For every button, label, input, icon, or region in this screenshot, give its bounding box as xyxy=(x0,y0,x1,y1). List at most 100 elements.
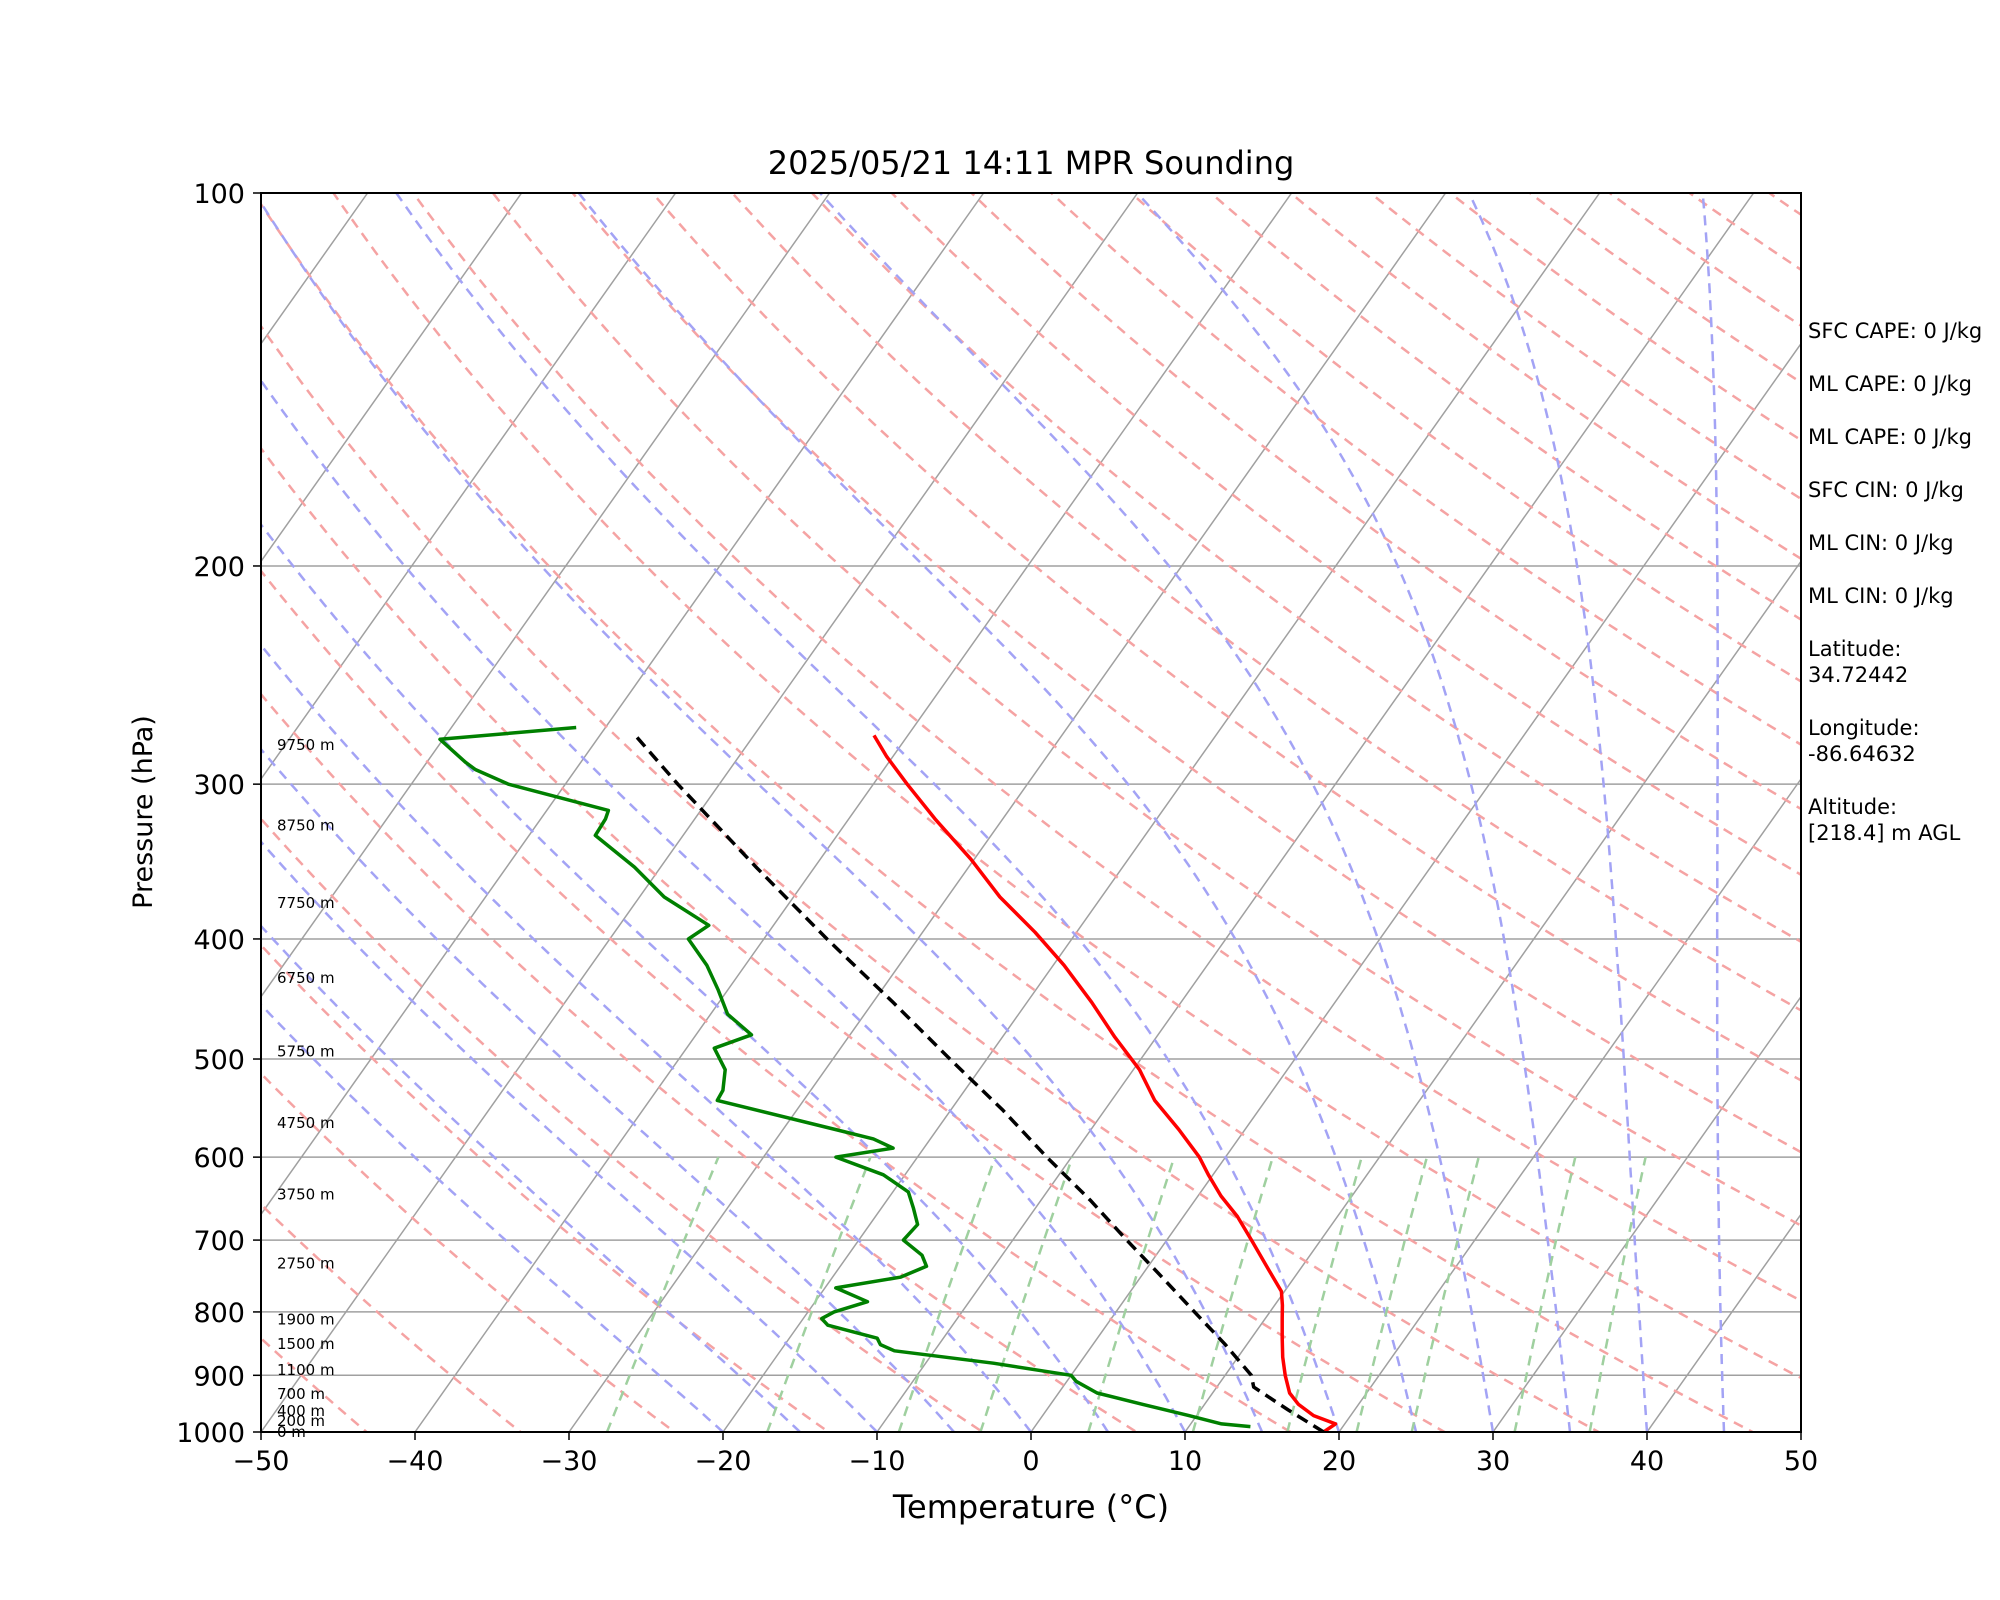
isotherm-line xyxy=(261,193,523,563)
sounding-info-panel: SFC CAPE: 0 J/kg ML CAPE: 0 J/kg ML CAPE: … xyxy=(1808,318,1998,873)
dry-adiabat-line xyxy=(261,568,1293,1432)
mixing-ratio-line xyxy=(1087,1156,1176,1432)
height-label: 7750 m xyxy=(277,894,335,912)
height-label: 2750 m xyxy=(277,1254,335,1272)
mixing-ratio-line xyxy=(1513,1156,1577,1432)
height-label: 3750 m xyxy=(277,1185,335,1203)
isotherm-line xyxy=(0,193,60,1432)
isotherm-line xyxy=(414,193,1293,1432)
data-series xyxy=(438,725,1338,1432)
y-tick-label: 1000 xyxy=(176,1418,245,1449)
moist-adiabat-line xyxy=(1468,193,1649,1432)
sounding-info-entry: SFC CAPE: 0 J/kg xyxy=(1808,319,1983,343)
isotherm-line xyxy=(261,193,677,781)
mixing-ratio-line xyxy=(605,1156,720,1432)
height-label: 400 m xyxy=(277,1402,325,1420)
x-tick-label: 50 xyxy=(1784,1446,1818,1477)
mixing-ratio-line xyxy=(1355,1156,1429,1432)
moist-adiabat-line xyxy=(395,193,1341,1432)
moist-adiabat-line xyxy=(261,840,878,1432)
x-tick-label: 30 xyxy=(1476,1446,1510,1477)
parcel-path-series-line xyxy=(633,734,1325,1432)
height-label: 1900 m xyxy=(277,1310,335,1328)
sounding-info-entry: ML CAPE: 0 J/kg xyxy=(1808,372,1973,396)
isotherm-line xyxy=(876,193,1755,1432)
height-label: 4750 m xyxy=(277,1114,335,1132)
sounding-info-entry: Latitude: 34.72442 xyxy=(1808,637,1909,687)
x-tick-label: −50 xyxy=(233,1446,290,1477)
isotherm-line xyxy=(1338,777,1801,1432)
dry-adiabat-line xyxy=(890,193,1801,877)
x-tick-label: 0 xyxy=(1022,1446,1039,1477)
y-tick-label: 600 xyxy=(193,1143,245,1174)
x-tick-label: −40 xyxy=(387,1446,444,1477)
x-tick-label: 10 xyxy=(1168,1446,1202,1477)
moist-adiabat-line xyxy=(577,193,1418,1432)
mixing-ratio-line xyxy=(1191,1156,1274,1432)
dry-adiabat-line xyxy=(261,446,1448,1432)
dry-adiabat-line xyxy=(261,1071,677,1432)
y-tick-label: 900 xyxy=(193,1361,245,1392)
y-tick-label: 300 xyxy=(193,770,245,801)
y-tick-label: 200 xyxy=(193,552,245,583)
x-tick-label: −30 xyxy=(541,1446,598,1477)
isotherm-line xyxy=(1646,1213,1801,1432)
isotherm-line xyxy=(261,193,1139,1432)
sounding-info-entry: ML CAPE: 0 J/kg xyxy=(1808,425,1973,449)
dry-adiabat-line xyxy=(491,193,1801,1227)
moist-adiabat-line xyxy=(261,378,1187,1432)
dewpoint-series-line xyxy=(438,725,1251,1429)
sounding-info-entry: ML CIN: 0 J/kg xyxy=(1808,584,1954,608)
mixing-ratio-line xyxy=(897,1156,997,1432)
background-lines xyxy=(0,193,1801,1432)
dry-adiabat-line xyxy=(261,324,1602,1432)
dry-adiabat-line xyxy=(571,193,1801,1154)
chart-title: 2025/05/21 14:11 MPR Sounding xyxy=(768,144,1295,182)
dry-adiabat-line xyxy=(261,1202,523,1432)
dry-adiabat-line xyxy=(1448,193,1801,442)
moist-adiabat-line xyxy=(261,747,955,1432)
dry-adiabat-line xyxy=(411,193,1801,1303)
y-tick-label: 100 xyxy=(193,179,245,210)
dry-adiabat-line xyxy=(261,943,831,1432)
x-axis-label: Temperature (°C) xyxy=(892,1488,1169,1526)
axis-ticks: −50 −40 −30 −20 −10 0 10 20 30 40 50 100 200 300 400 50… xyxy=(176,179,1818,1477)
dry-adiabat-line xyxy=(261,202,1756,1432)
isotherm-line xyxy=(568,193,1447,1432)
isotherm-line xyxy=(261,193,369,345)
y-axis-label: Pressure (hPa) xyxy=(128,715,159,909)
height-label: 5750 m xyxy=(277,1042,335,1060)
x-tick-label: 20 xyxy=(1322,1446,1356,1477)
x-tick-label: −20 xyxy=(695,1446,752,1477)
moist-adiabat-line xyxy=(261,200,1264,1432)
height-label: 9750 m xyxy=(277,736,335,754)
y-tick-label: 500 xyxy=(193,1045,245,1076)
moist-adiabat-line xyxy=(1701,193,1726,1432)
isotherm-line xyxy=(261,193,985,1216)
mixing-ratio-line xyxy=(1410,1156,1480,1432)
height-label: 8750 m xyxy=(277,817,335,835)
moist-adiabat-line xyxy=(261,643,1032,1432)
height-label: 1100 m xyxy=(277,1361,335,1379)
height-label: 200 m xyxy=(277,1412,325,1430)
isotherm-line xyxy=(261,193,831,998)
moist-adiabat-line xyxy=(819,193,1495,1432)
dry-adiabat-line xyxy=(730,193,1801,1012)
height-label: 6750 m xyxy=(277,969,335,987)
dry-adiabat-line xyxy=(261,692,1139,1432)
y-tick-label: 700 xyxy=(193,1226,245,1257)
dry-adiabat-line xyxy=(261,1336,369,1432)
mixing-ratio-line xyxy=(1286,1156,1363,1432)
y-tick-label: 800 xyxy=(193,1298,245,1329)
moist-adiabat-line xyxy=(261,924,801,1432)
isotherm-line xyxy=(1492,995,1801,1432)
mixing-ratio-line xyxy=(1588,1156,1647,1432)
sounding-info-entry: ML CIN: 0 J/kg xyxy=(1808,531,1954,555)
dry-adiabat-line xyxy=(810,193,1801,944)
x-tick-label: −10 xyxy=(849,1446,906,1477)
moist-adiabat-line xyxy=(261,522,1110,1432)
dry-adiabat-line xyxy=(650,193,1801,1082)
temperature-series-line xyxy=(872,734,1338,1432)
